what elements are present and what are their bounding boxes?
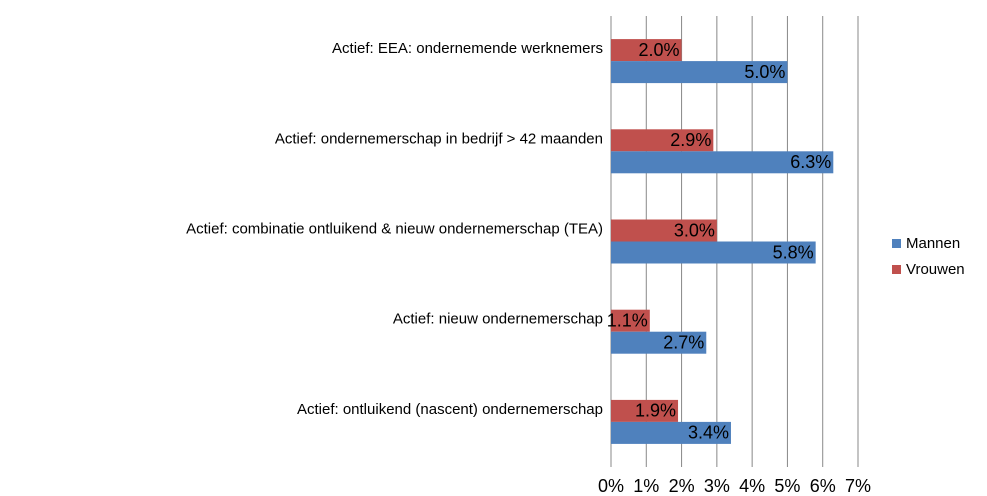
bar: [611, 129, 714, 152]
x-tick-label: 5%: [774, 476, 800, 496]
x-tick-label: 3%: [704, 476, 730, 496]
y-tick-label: Actief: ondernemerschap in bedrijf > 42 …: [275, 130, 603, 147]
x-tick-label: 1%: [633, 476, 659, 496]
bar: [611, 399, 679, 422]
bar: [611, 421, 731, 444]
value-label: 2.0%: [639, 40, 680, 60]
bar: [611, 219, 717, 242]
y-tick-label: Actief: ontluikend (nascent) ondernemers…: [297, 401, 603, 418]
y-tick-label: Actief: combinatie ontluikend & nieuw on…: [186, 220, 603, 237]
value-label: 5.8%: [773, 242, 814, 262]
value-label: 2.7%: [663, 332, 704, 352]
x-tick-label: 2%: [669, 476, 695, 496]
x-tick-label: 0%: [598, 476, 624, 496]
value-label: 1.1%: [607, 310, 648, 330]
value-label: 1.9%: [635, 401, 676, 421]
legend-label: Vrouwen: [906, 261, 965, 278]
x-tick-label: 7%: [845, 476, 871, 496]
value-label: 3.4%: [688, 423, 729, 443]
bar: [611, 39, 682, 62]
bar: [611, 331, 707, 354]
legend-label: Mannen: [906, 235, 960, 252]
legend-swatch: [892, 239, 901, 248]
bar: [611, 309, 650, 332]
value-label: 5.0%: [744, 62, 785, 82]
y-tick-label: Actief: nieuw ondernemerschap: [393, 311, 603, 328]
value-label: 6.3%: [790, 152, 831, 172]
value-label: 3.0%: [674, 220, 715, 240]
x-tick-label: 4%: [739, 476, 765, 496]
legend-swatch: [892, 265, 901, 274]
bar: [611, 151, 834, 174]
y-tick-label: Actief: EEA: ondernemende werknemers: [332, 40, 603, 57]
value-label: 2.9%: [670, 130, 711, 150]
bar: [611, 241, 816, 264]
x-tick-label: 6%: [810, 476, 836, 496]
bar: [611, 61, 788, 84]
